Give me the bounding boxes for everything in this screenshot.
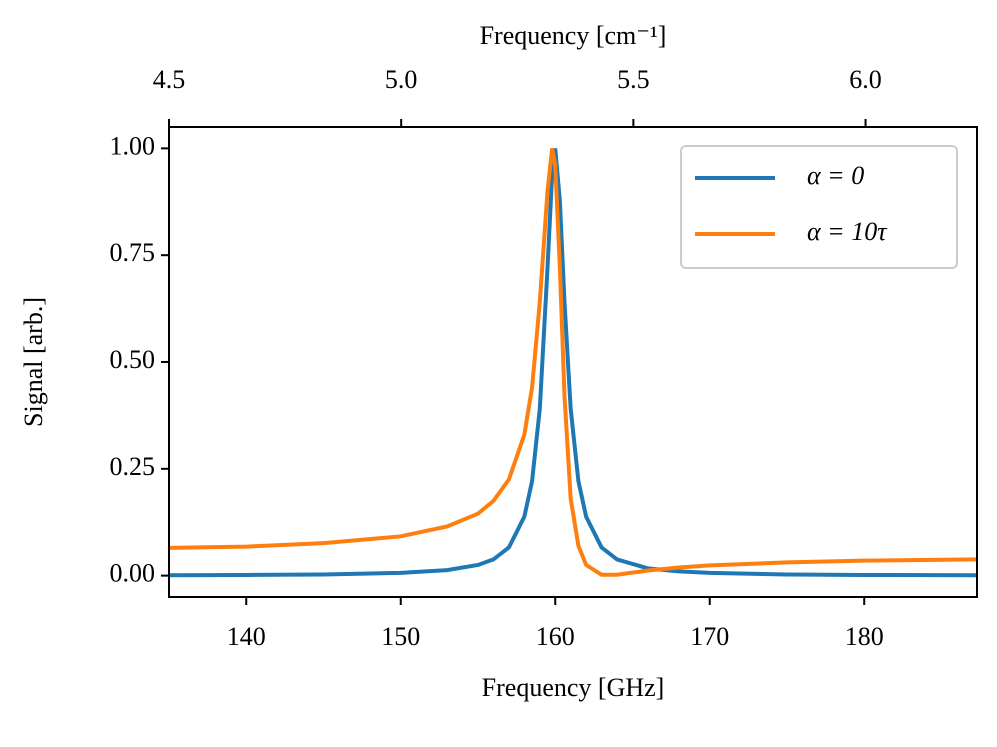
x-tick-label: 160 (536, 622, 575, 651)
x-tick-label: 170 (690, 622, 729, 651)
x-tick-label: 150 (381, 622, 420, 651)
legend-label: α = 10τ (807, 217, 888, 246)
y-tick-label: 0.00 (110, 559, 156, 588)
x-tick-label: 140 (227, 622, 266, 651)
line-series (169, 148, 977, 577)
x-tick-label: 180 (845, 622, 884, 651)
y-tick-label: 1.00 (110, 131, 156, 160)
x2-tick-label: 5.0 (385, 65, 418, 94)
y-axis-label: Signal [arb.] (19, 297, 48, 427)
x2-tick-label: 4.5 (153, 65, 186, 94)
x2-tick-label: 5.5 (617, 65, 650, 94)
legend-label: α = 0 (807, 161, 864, 190)
x-axis-label: Frequency [GHz] (482, 673, 665, 702)
y-tick-label: 0.50 (110, 345, 156, 374)
y-tick-label: 0.25 (110, 452, 156, 481)
x2-tick-label: 6.0 (849, 65, 882, 94)
y-tick-label: 0.75 (110, 238, 156, 267)
x2-axis-label: Frequency [cm⁻¹] (480, 21, 667, 50)
plot-frame (168, 126, 978, 598)
